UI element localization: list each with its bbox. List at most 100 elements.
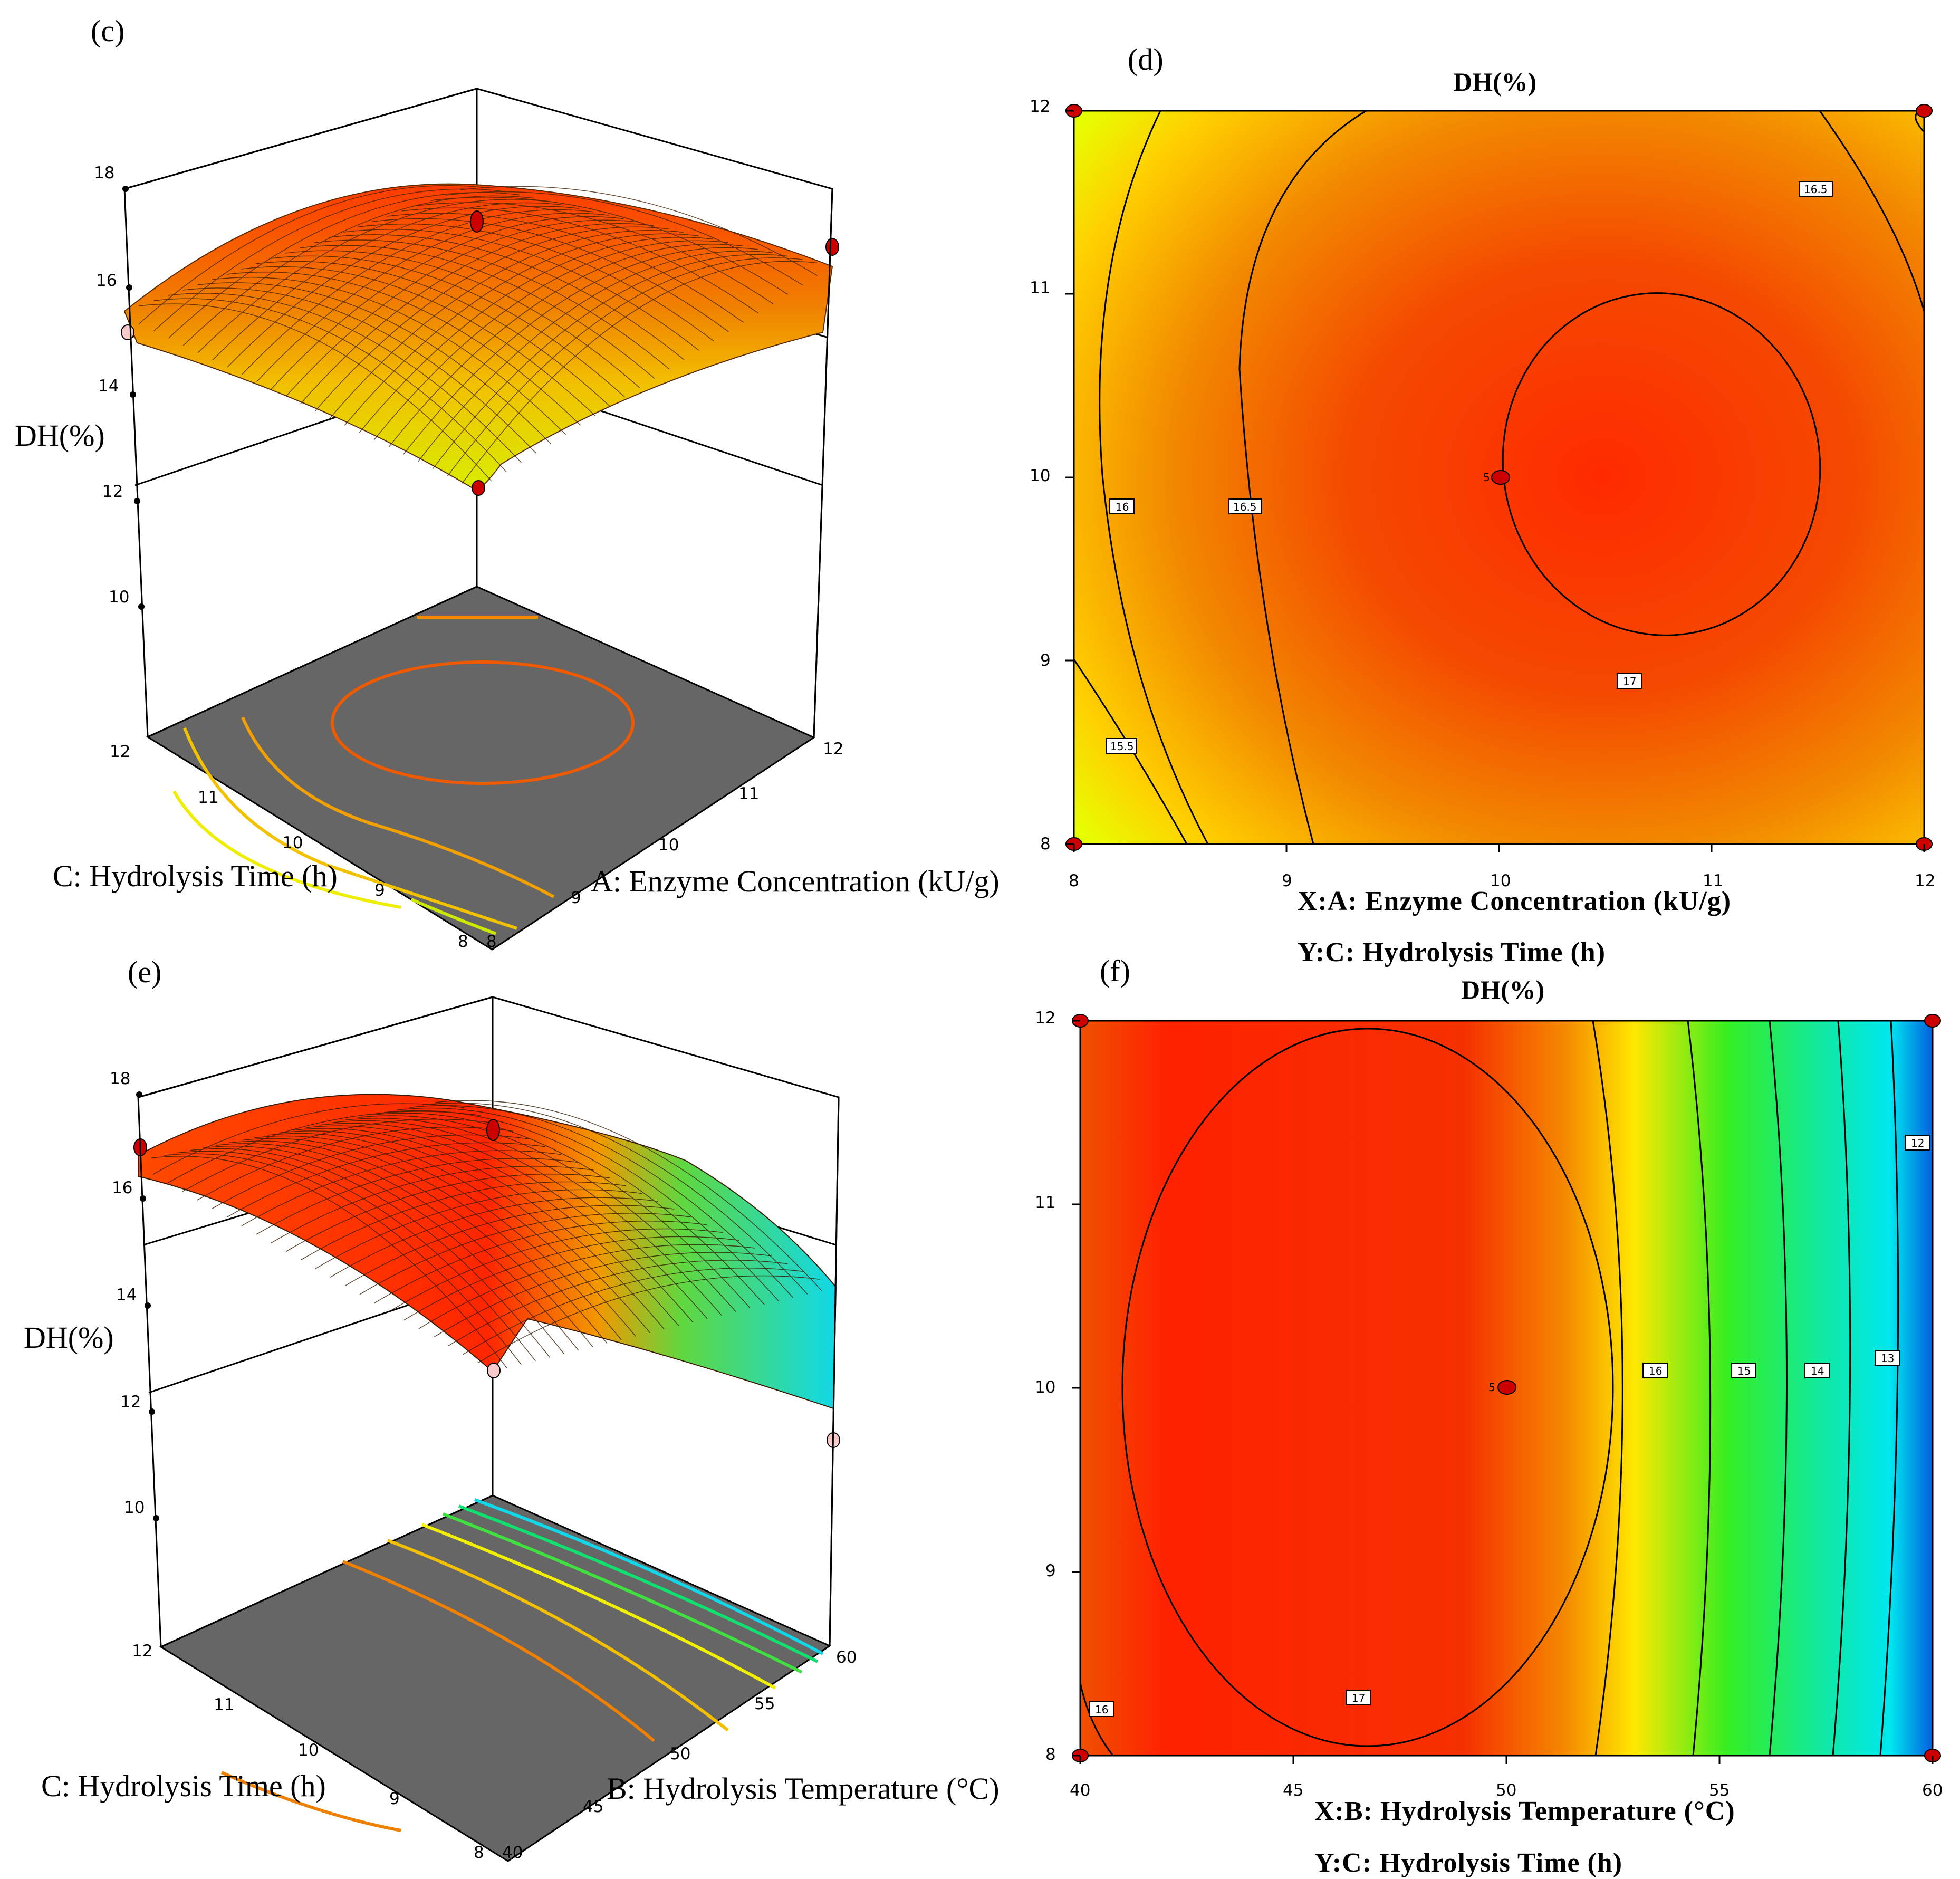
mesh-line bbox=[460, 186, 818, 276]
z-tick-e-1: 16 bbox=[112, 1178, 132, 1197]
y-ticks-f bbox=[1072, 1020, 1080, 1757]
y-tick-f-0: 8 bbox=[1045, 1745, 1056, 1764]
z-axis-label-e: DH(%) bbox=[24, 1320, 114, 1355]
mesh-line bbox=[445, 191, 803, 286]
mesh-line bbox=[383, 1110, 765, 1305]
right-tick-c-1: 9 bbox=[571, 888, 581, 907]
x-tick-f-0: 40 bbox=[1070, 1781, 1090, 1800]
right-tick-e-1: 45 bbox=[583, 1797, 603, 1816]
contour-label-d-1: 16 bbox=[1116, 501, 1129, 513]
mesh-line bbox=[389, 1228, 723, 1312]
right-axis-label-c: A: Enzyme Concentration (kU/g) bbox=[591, 864, 1000, 898]
mesh-line bbox=[151, 1156, 507, 1368]
mesh-line bbox=[255, 261, 611, 407]
mesh-line bbox=[448, 1260, 788, 1346]
floor-contours-c bbox=[172, 616, 635, 935]
mesh-line bbox=[374, 1221, 707, 1303]
y-tick-d-1: 9 bbox=[1040, 651, 1051, 670]
z-tick-c-4: 10 bbox=[109, 588, 129, 607]
x-ticks-d bbox=[1073, 844, 1925, 852]
left-tick-c-1: 11 bbox=[198, 788, 218, 807]
mesh-line bbox=[418, 1244, 755, 1329]
left-axis-label-e: C: Hydrolysis Time (h) bbox=[41, 1769, 326, 1803]
mesh-line bbox=[372, 218, 729, 332]
surface-plot-c: 18 16 14 12 10 DH(%) 12 11 10 9 8 8 9 10… bbox=[15, 88, 1000, 951]
mesh-line bbox=[168, 293, 522, 463]
contour-lines-f bbox=[1079, 1020, 1899, 1756]
contour-label-d-0: 15.5 bbox=[1110, 740, 1134, 753]
mesh-line bbox=[306, 1125, 679, 1326]
panel-label-c: (c) bbox=[91, 14, 124, 48]
mesh-line bbox=[197, 199, 550, 353]
z-axis-e bbox=[137, 996, 840, 1647]
contour-labels-f: 17 16 16 15 14 13 12 bbox=[1089, 1135, 1930, 1717]
x-tick-f-4: 60 bbox=[1922, 1781, 1943, 1800]
mesh-line bbox=[403, 1236, 739, 1321]
y-tick-d-0: 8 bbox=[1040, 835, 1051, 854]
z-tick-c-1: 16 bbox=[96, 271, 117, 290]
floor-contours-e bbox=[220, 1498, 824, 1832]
right-tick-e-2: 50 bbox=[670, 1744, 690, 1763]
contour-plot-f: 17 16 16 15 14 13 12 5 12 11 bbox=[1035, 975, 1943, 1878]
contour-title-f: DH(%) bbox=[1461, 975, 1544, 1004]
mesh-line bbox=[432, 254, 788, 469]
mesh-line bbox=[197, 1126, 513, 1201]
x-tick-d-4: 12 bbox=[1915, 871, 1935, 890]
y-tick-labels-f: 12 11 10 9 8 bbox=[1035, 1009, 1056, 1764]
mesh-line bbox=[418, 251, 773, 462]
center-replicates-d: 5 bbox=[1483, 471, 1490, 484]
left-tick-c-3: 9 bbox=[374, 881, 385, 900]
surface-e bbox=[138, 1094, 837, 1410]
mesh-line bbox=[403, 247, 758, 455]
mesh-line bbox=[189, 1148, 551, 1358]
mesh-line bbox=[203, 1146, 565, 1355]
z-tick-e-4: 10 bbox=[124, 1498, 145, 1517]
panel-label-f: (f) bbox=[1100, 954, 1130, 988]
y-tick-labels-d: 12 11 10 9 8 bbox=[1030, 97, 1051, 854]
contour-label-f-1: 16 bbox=[1095, 1703, 1108, 1716]
mesh-line bbox=[435, 1100, 822, 1291]
surface-c bbox=[123, 183, 833, 492]
x-caption-d: X:A: Enzyme Concentration (kU/g) bbox=[1298, 886, 1731, 916]
z-axis-label-c: DH(%) bbox=[15, 418, 105, 453]
contour-label-f-2: 16 bbox=[1649, 1365, 1662, 1377]
contour-lines-d bbox=[1073, 110, 1925, 845]
y-tick-f-3: 11 bbox=[1035, 1193, 1055, 1212]
mesh-line bbox=[387, 213, 744, 323]
mesh-line bbox=[477, 1275, 820, 1364]
contour-label-f-3: 15 bbox=[1737, 1365, 1751, 1377]
mesh-line bbox=[330, 1197, 659, 1278]
mesh-line bbox=[168, 192, 520, 339]
right-tick-e-0: 40 bbox=[502, 1843, 523, 1862]
y-tick-d-4: 12 bbox=[1030, 97, 1050, 116]
mesh-line bbox=[182, 195, 535, 346]
left-axis-label-c: C: Hydrolysis Time (h) bbox=[53, 859, 338, 893]
z-tick-c-2: 14 bbox=[98, 377, 119, 396]
mesh-line bbox=[182, 1119, 497, 1192]
x-tick-d-3: 11 bbox=[1703, 871, 1723, 890]
y-tick-d-3: 11 bbox=[1030, 279, 1050, 298]
left-tick-e-4: 8 bbox=[474, 1843, 484, 1862]
mesh-line bbox=[388, 244, 743, 447]
panel-label-e: (e) bbox=[128, 955, 161, 989]
y-caption-d: Y:C: Hydrolysis Time (h) bbox=[1298, 937, 1606, 967]
mesh-line bbox=[300, 1181, 626, 1261]
mesh-line bbox=[329, 234, 685, 360]
contour-title-d: DH(%) bbox=[1453, 67, 1536, 97]
x-ticks-f bbox=[1079, 1756, 1934, 1764]
left-tick-e-2: 10 bbox=[298, 1741, 319, 1760]
mesh-line bbox=[285, 1173, 610, 1252]
right-tick-c-3: 11 bbox=[738, 784, 759, 803]
y-tick-f-2: 10 bbox=[1035, 1378, 1055, 1397]
mesh-line bbox=[299, 245, 655, 379]
right-axis-label-e: B: Hydrolysis Temperature (°C) bbox=[607, 1771, 1000, 1806]
mesh-line bbox=[359, 237, 714, 433]
mesh-line bbox=[271, 1166, 594, 1243]
right-tick-e-4: 60 bbox=[836, 1648, 857, 1667]
mesh-line bbox=[332, 1120, 708, 1319]
z-axis-c bbox=[123, 88, 833, 738]
mesh-line bbox=[344, 233, 698, 426]
floor-e bbox=[159, 1494, 832, 1862]
x-tick-f-3: 55 bbox=[1709, 1781, 1730, 1800]
mesh-line bbox=[226, 1142, 545, 1218]
